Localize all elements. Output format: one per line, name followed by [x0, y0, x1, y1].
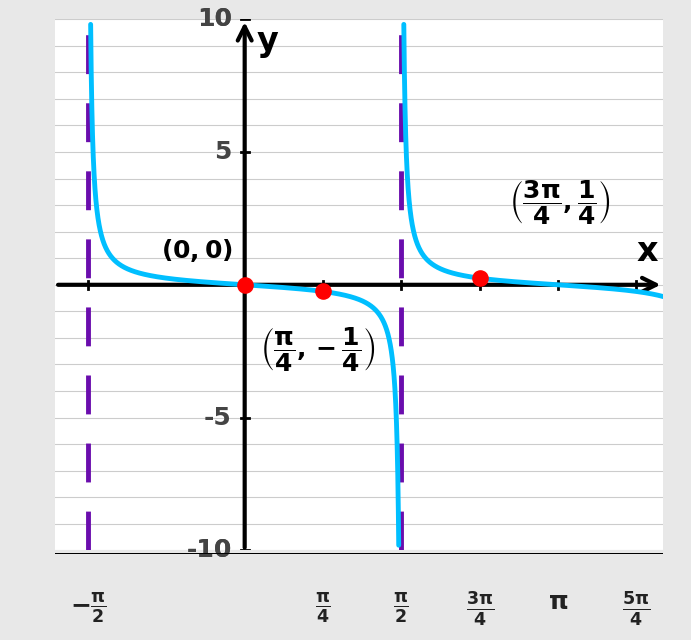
Point [317, 286, 328, 296]
Text: -10: -10 [187, 538, 231, 563]
Text: $\mathbf{\frac{\pi}{2}}$: $\mathbf{\frac{\pi}{2}}$ [393, 590, 409, 625]
Text: $\mathbf{(0,0)}$: $\mathbf{(0,0)}$ [161, 237, 233, 264]
Text: y: y [256, 24, 278, 58]
Text: 10: 10 [197, 7, 231, 31]
Point [239, 280, 250, 290]
Text: $\mathbf{\left(\dfrac{3\pi}{4}, \dfrac{1}{4}\right)}$: $\mathbf{\left(\dfrac{3\pi}{4}, \dfrac{1… [509, 179, 612, 227]
Text: 5: 5 [214, 140, 231, 164]
Text: 10: 10 [197, 7, 231, 31]
Text: x: x [637, 234, 659, 268]
Text: -10: -10 [187, 538, 231, 563]
Text: $\mathbf{\left(\dfrac{\pi}{4}, -\dfrac{1}{4}\right)}$: $\mathbf{\left(\dfrac{\pi}{4}, -\dfrac{1… [261, 324, 376, 372]
Text: -5: -5 [204, 406, 231, 429]
Text: $\mathbf{-\frac{\pi}{2}}$: $\mathbf{-\frac{\pi}{2}}$ [70, 590, 106, 625]
Point [474, 273, 485, 284]
Text: $\mathbf{\pi}$: $\mathbf{\pi}$ [548, 590, 568, 614]
Text: $\mathbf{\frac{3\pi}{4}}$: $\mathbf{\frac{3\pi}{4}}$ [466, 590, 493, 628]
Text: $\mathbf{\frac{\pi}{4}}$: $\mathbf{\frac{\pi}{4}}$ [315, 590, 331, 625]
Text: $\mathbf{\frac{5\pi}{4}}$: $\mathbf{\frac{5\pi}{4}}$ [622, 590, 650, 628]
